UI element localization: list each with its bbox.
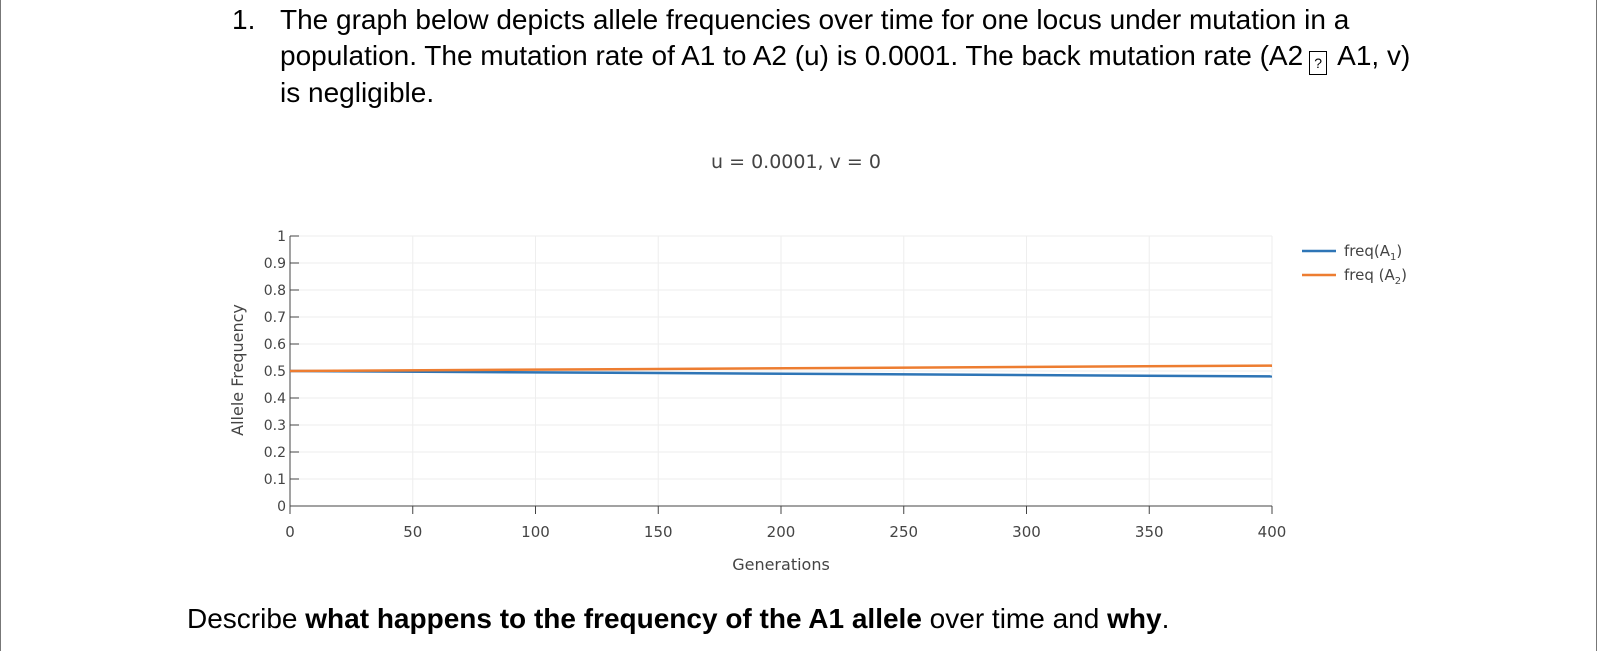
question-text-after: A1, v) is negligible. [280,40,1411,108]
question-text: The graph below depicts allele frequenci… [280,2,1420,111]
chart-lines [289,364,1273,378]
prompt-part1: Describe [187,603,306,634]
chart-grid [290,235,1273,506]
series-line-1 [289,369,1273,378]
y-tick-label: 0.5 [264,364,286,380]
y-tick-label: 0.7 [264,310,286,326]
x-tick-label: 0 [285,523,295,541]
x-tick-label: 250 [889,523,918,541]
x-tick-label: 350 [1135,523,1164,541]
series-line-2 [289,364,1273,373]
y-tick-label: 0.1 [264,472,286,488]
x-tick-label: 200 [767,523,796,541]
chart-title: u = 0.0001, v = 0 [711,151,881,173]
y-tick-label: 1 [277,229,286,245]
prompt-bold2: why [1107,603,1162,634]
prompt-bold1: what happens to the frequency of the A1 … [305,603,922,634]
chart-legend: freq(A1) freq (A2) [1302,242,1407,287]
prompt-part3: . [1161,603,1170,634]
y-axis-label: Allele Frequency [228,304,247,436]
allele-frequency-chart: u = 0.0001, v = 0 0 50 100 150 200 250 300 350 4… [228,151,1407,574]
chart-axes: 0 50 100 150 200 250 300 350 400 0 0.1 0.2 0.3 0.4 0.5… [264,229,1287,541]
x-tick-label: 100 [521,523,550,541]
legend-label-1: freq(A1) [1344,242,1402,263]
missing-glyph-box: ? [1309,51,1328,75]
y-tick-label: 0.4 [264,391,286,407]
prompt-text: Describe what happens to the frequency o… [187,601,1169,637]
x-tick-label: 150 [644,523,673,541]
y-tick-label: 0.9 [264,256,286,272]
y-tick-label: 0.3 [264,418,286,434]
x-tick-label: 50 [403,523,422,541]
y-tick-label: 0.2 [264,445,286,461]
legend-label-2: freq (A2) [1344,266,1407,287]
y-tick-label: 0 [277,499,286,515]
y-tick-label: 0.6 [264,337,286,353]
prompt-part2: over time and [921,603,1108,634]
question-text-before: The graph below depicts allele frequenci… [280,4,1350,71]
question-number: 1. [232,4,256,35]
x-axis-label: Generations [732,555,830,574]
x-tick-label: 400 [1258,523,1287,541]
y-tick-label: 0.8 [264,283,286,299]
x-tick-label: 300 [1012,523,1041,541]
